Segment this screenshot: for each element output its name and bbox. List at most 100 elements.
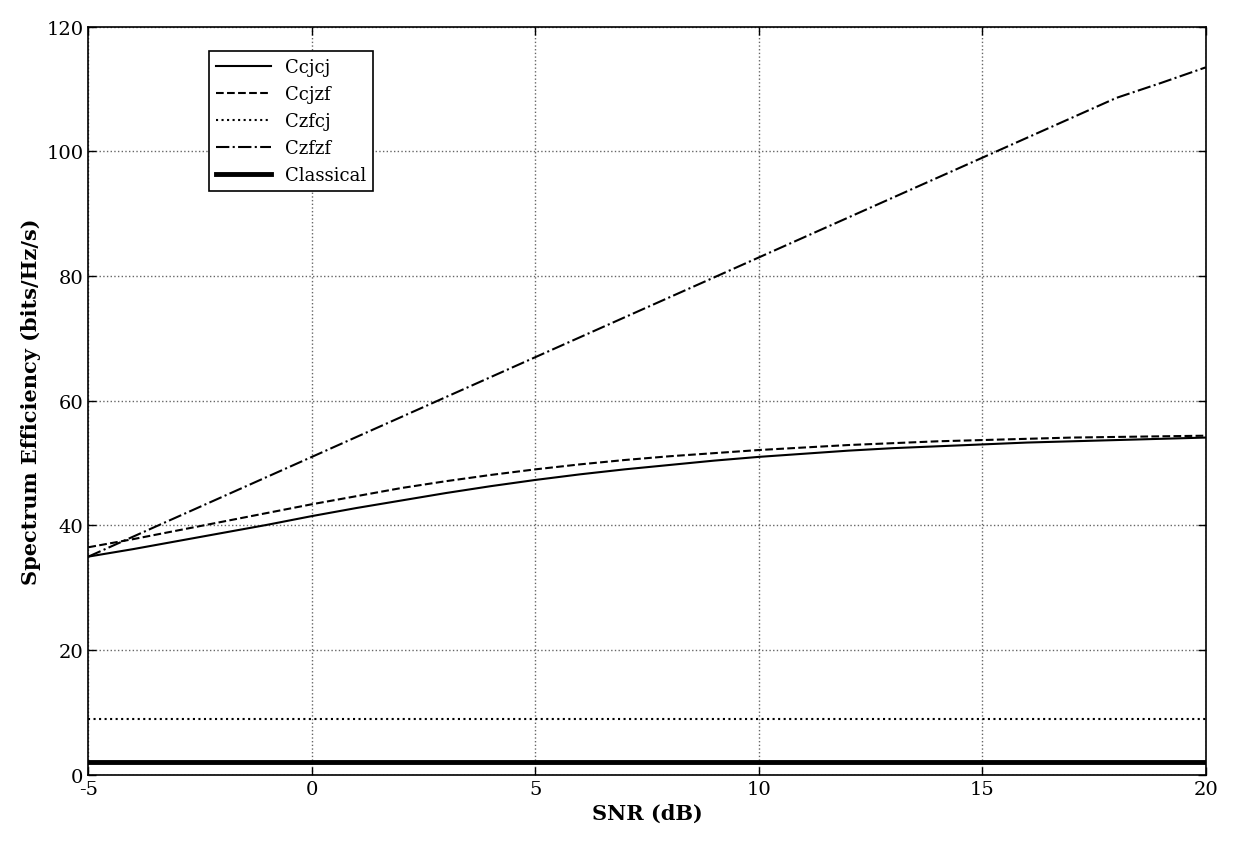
Czfcj [483,714,498,724]
Classical [305,757,320,767]
Ccjcj [439,489,453,499]
Ccjcj [170,536,185,546]
Classical [170,757,185,767]
Ccjcj [975,440,990,450]
Ccjzf [216,517,230,528]
Ccjzf [751,446,766,456]
Line: Czfzf: Czfzf [88,68,1206,557]
Czfzf [572,333,587,343]
Czfzf [662,293,676,303]
Czfzf [1154,78,1168,89]
Ccjzf [886,439,901,449]
Czfzf [528,353,543,363]
Ccjzf [81,543,95,553]
Czfcj [930,714,945,724]
Ccjzf [706,448,721,458]
Legend: Ccjcj, Ccjzf, Czfcj, Czfzf, Classical: Ccjcj, Ccjzf, Czfcj, Czfzf, Classical [209,51,373,192]
Classical [439,757,453,767]
Classical [349,757,364,767]
Czfzf [886,193,901,203]
Ccjzf [797,443,812,453]
Line: Ccjcj: Ccjcj [88,438,1206,557]
Classical [1109,757,1124,767]
Classical [886,757,901,767]
Czfcj [1020,714,1035,724]
Classical [572,757,587,767]
Ccjcj [1109,436,1124,446]
Czfcj [1154,714,1168,724]
Ccjzf [439,477,453,487]
Czfzf [349,432,364,442]
Ccjcj [706,456,721,466]
Ccjzf [662,452,676,462]
Czfzf [930,173,945,183]
Czfzf [841,214,856,224]
Classical [1154,757,1168,767]
Ccjcj [751,452,766,463]
Czfcj [975,714,990,724]
Ccjzf [394,484,409,494]
Czfcj [751,714,766,724]
Classical [797,757,812,767]
Y-axis label: Spectrum Efficiency (bits/Hz/s): Spectrum Efficiency (bits/Hz/s) [21,219,41,584]
Ccjcj [125,544,140,555]
Czfcj [528,714,543,724]
X-axis label: SNR (dB): SNR (dB) [592,803,703,823]
Ccjzf [170,526,185,536]
Czfcj [81,714,95,724]
Ccjcj [260,520,275,530]
Ccjcj [1154,434,1168,444]
Ccjcj [886,444,901,454]
Classical [483,757,498,767]
Czfcj [1109,714,1124,724]
Classical [81,757,95,767]
Ccjcj [662,460,676,470]
Ccjzf [930,436,945,446]
Czfcj [125,714,140,724]
Czfzf [170,512,185,522]
Ccjzf [1020,434,1035,444]
Ccjcj [216,528,230,538]
Czfzf [975,154,990,164]
Ccjcj [930,441,945,452]
Ccjzf [1109,432,1124,442]
Czfcj [617,714,632,724]
Czfzf [216,492,230,502]
Classical [662,757,676,767]
Czfzf [751,253,766,263]
Czfcj [216,714,230,724]
Czfcj [260,714,275,724]
Ccjcj [841,446,856,457]
Ccjzf [125,534,140,544]
Ccjzf [617,456,632,466]
Classical [125,757,140,767]
Ccjcj [394,496,409,506]
Czfzf [81,552,95,562]
Czfcj [886,714,901,724]
Classical [930,757,945,767]
Classical [617,757,632,767]
Classical [706,757,721,767]
Ccjzf [1064,433,1079,443]
Czfcj [797,714,812,724]
Classical [216,757,230,767]
Czfcj [170,714,185,724]
Czfcj [841,714,856,724]
Czfzf [1064,114,1079,124]
Czfcj [394,714,409,724]
Ccjzf [305,500,320,510]
Ccjcj [1064,436,1079,446]
Ccjcj [1020,438,1035,448]
Classical [841,757,856,767]
Czfcj [662,714,676,724]
Czfzf [394,413,409,423]
Ccjzf [841,441,856,451]
Classical [260,757,275,767]
Czfcj [1064,714,1079,724]
Czfcj [706,714,721,724]
Czfzf [125,532,140,542]
Czfcj [1198,714,1213,724]
Ccjcj [305,511,320,522]
Czfzf [483,372,498,382]
Ccjzf [1198,431,1213,441]
